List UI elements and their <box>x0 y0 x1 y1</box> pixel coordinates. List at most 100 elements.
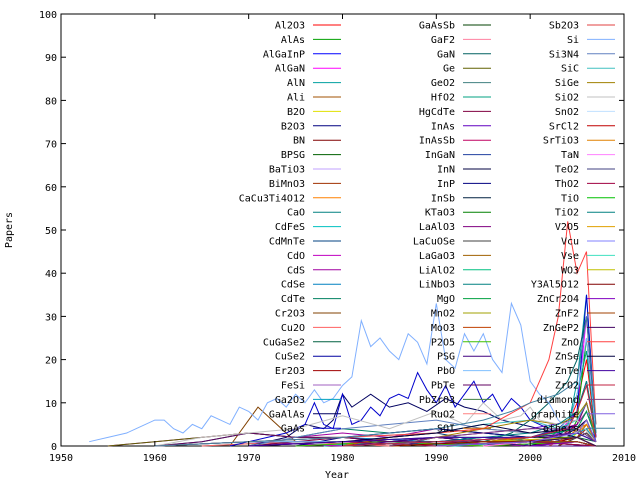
legend-label: SrCl2 <box>549 121 579 132</box>
legend-label: Ge <box>443 64 455 75</box>
legend-label: TiO <box>561 193 579 204</box>
legend-label: GeO2 <box>431 78 455 89</box>
legend-label: LaGaO3 <box>419 251 455 262</box>
legend-label: diamond <box>537 395 579 406</box>
axes: 1950 1960 1970 1980 1990 2000 2010 0 10 20 30 40 50 6… <box>39 10 636 464</box>
legend-label: Si <box>567 35 579 46</box>
series-line-80 <box>154 221 597 447</box>
legend-label: CdSe <box>281 280 305 291</box>
legend-label: GaAsSb <box>419 21 455 32</box>
legend-label: MoO3 <box>431 323 455 334</box>
legend-label: InAs <box>431 121 455 132</box>
legend-label: BaTiO3 <box>269 165 305 176</box>
legend-label: SOI <box>437 424 455 435</box>
legend-label: SiGe <box>555 78 579 89</box>
legend-label: InAsSb <box>419 136 455 147</box>
x-axis-label: Year <box>325 470 349 480</box>
legend-label: GaN <box>437 49 455 60</box>
legend-label: CdFeS <box>275 222 305 233</box>
legend-label: Cu2O <box>281 323 305 334</box>
legend-label: BPSG <box>281 150 305 161</box>
legend-label: Cr2O3 <box>275 309 305 320</box>
legend-label: FeSi <box>281 381 305 392</box>
legend-label: ZnTe <box>555 366 579 377</box>
legend-label: B2O <box>287 107 305 118</box>
series-line-59 <box>89 301 597 443</box>
legend-label: BiMnO3 <box>269 179 305 190</box>
legend-label: KTaO3 <box>425 208 455 219</box>
legend-label: GaF2 <box>431 35 455 46</box>
x-tick-label: 1950 <box>49 453 73 464</box>
legend-label: Si3N4 <box>549 49 579 60</box>
legend-label: TaN <box>561 150 579 161</box>
legend-label: ZnSe <box>555 352 579 363</box>
legend-label: V2O5 <box>555 222 579 233</box>
legend-label: graphite <box>531 409 579 420</box>
legend-label: Vcu <box>561 237 579 248</box>
legend-label: CdS <box>287 265 305 276</box>
legend-label: HfO2 <box>431 93 455 104</box>
legend-label: Er2O3 <box>275 366 305 377</box>
y-tick-label: 60 <box>45 183 57 194</box>
x-tick-label: 2010 <box>612 453 636 464</box>
legend-label: WO3 <box>561 265 579 276</box>
legend-label: ThO2 <box>555 179 579 190</box>
series-layer <box>89 221 597 447</box>
x-tick-label: 1980 <box>330 453 354 464</box>
legend-label: LaCuOSe <box>413 237 455 248</box>
y-tick-label: 100 <box>39 10 57 21</box>
legend-label: RuO2 <box>431 409 455 420</box>
x-tick-label: 1970 <box>237 453 261 464</box>
y-tick-label: 30 <box>45 312 57 323</box>
y-tick-label: 50 <box>45 226 57 237</box>
legend-label: GaAs <box>281 424 305 435</box>
legend-label: B2O3 <box>281 121 305 132</box>
legend-label: Vse <box>561 251 579 262</box>
legend-label: ZnF2 <box>555 309 579 320</box>
legend-label: ZrO2 <box>555 381 579 392</box>
legend-label: SiC <box>561 64 579 75</box>
legend-label: P2O5 <box>431 337 455 348</box>
legend-label: InP <box>437 179 455 190</box>
y-tick-label: 0 <box>51 442 57 453</box>
legend-label: LaAlO3 <box>419 222 455 233</box>
legend-label: CaO <box>287 208 305 219</box>
x-tick-label: 2000 <box>518 453 542 464</box>
legend-label: AlAs <box>281 35 305 46</box>
y-tick-label: 80 <box>45 96 57 107</box>
y-tick-label: 70 <box>45 140 57 151</box>
legend-label: AlN <box>287 78 305 89</box>
series-line-62 <box>389 401 597 447</box>
legend-label: others <box>543 424 579 435</box>
legend-label: BN <box>293 136 305 147</box>
y-axis-label: Papers <box>4 212 15 248</box>
legend-label: Sb2O3 <box>549 21 579 32</box>
legend-label: SrTiO3 <box>543 136 579 147</box>
legend-label: CdMnTe <box>269 237 305 248</box>
legend-label: PbZrO3 <box>419 395 455 406</box>
legend-label: AlGaInP <box>263 49 305 60</box>
legend-label: HgCdTe <box>419 107 455 118</box>
legend-label: CdO <box>287 251 305 262</box>
x-tick-label: 1960 <box>143 453 167 464</box>
legend-label: Y3Al5O12 <box>531 280 579 291</box>
legend-label: PbO <box>437 366 455 377</box>
legend-label: PbTe <box>431 381 455 392</box>
legend-label: PSG <box>437 352 455 363</box>
legend-label: ZnCr2O4 <box>537 294 579 305</box>
y-tick-label: 20 <box>45 356 57 367</box>
legend-label: SnO2 <box>555 107 579 118</box>
legend-label: TeO2 <box>555 165 579 176</box>
legend-label: LiNbO3 <box>419 280 455 291</box>
legend-label: ZnO <box>561 337 579 348</box>
series-line-28 <box>229 294 597 447</box>
legend-label: AlGaN <box>275 64 305 75</box>
x-tick-label: 1990 <box>424 453 448 464</box>
legend-label: CdTe <box>281 294 305 305</box>
legend-label: ZnGeP2 <box>543 323 579 334</box>
legend-label: InSb <box>431 193 455 204</box>
y-tick-label: 10 <box>45 399 57 410</box>
legend-label: SiO2 <box>555 93 579 104</box>
series-line-82 <box>248 432 597 447</box>
legend-label: CuGaSe2 <box>263 337 305 348</box>
